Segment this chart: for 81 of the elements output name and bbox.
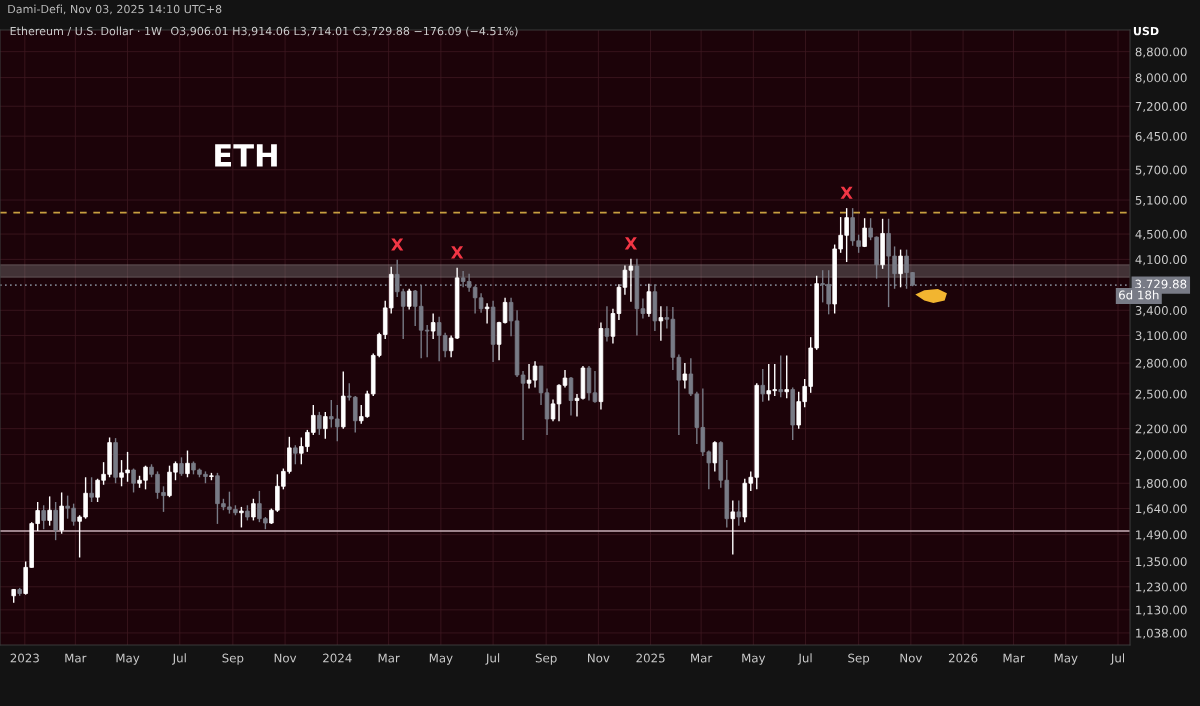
y-tick-label: 1,490.00 — [1136, 530, 1187, 541]
x-tick-label: 2023 — [10, 653, 39, 663]
candlestick — [784, 354, 789, 399]
candlestick — [730, 499, 736, 556]
candlestick — [406, 288, 412, 311]
candlestick — [568, 376, 574, 417]
candlestick — [251, 498, 256, 522]
y-tick-label: 7,200.00 — [1135, 101, 1187, 113]
y-tick-label: 4,100.00 — [1135, 255, 1187, 266]
x-tick-label: 2026 — [948, 653, 978, 663]
x-tick-label: Mar — [1003, 653, 1025, 663]
y-tick-label: 1,350.00 — [1136, 557, 1187, 568]
y-tick-label: 5,700.00 — [1135, 165, 1187, 176]
candlestick — [736, 499, 742, 527]
candlestick — [682, 362, 688, 390]
annotation: O3,906.01 H3,914.06 L3,714.01 C3,729.88 −176.09 (−4.51%) — [171, 26, 518, 37]
candlestick — [53, 501, 58, 541]
candlestick — [604, 305, 610, 343]
y-tick-label: 1,640.00 — [1136, 504, 1187, 515]
y-tick-label: 8,800.00 — [1135, 47, 1187, 58]
annotation: X — [624, 237, 638, 250]
candlestick — [47, 495, 52, 527]
candlestick — [898, 248, 903, 288]
candlestick — [778, 354, 783, 398]
y-tick-label: 6,450.00 — [1135, 131, 1187, 143]
candlestick — [179, 456, 184, 477]
x-tick-label: Mar — [691, 653, 713, 663]
candlestick — [484, 302, 490, 325]
annotation: ETH — [215, 144, 277, 167]
y-tick-label: 3,100.00 — [1135, 331, 1187, 342]
candlestick — [862, 217, 867, 248]
candlestick — [760, 368, 766, 403]
chart-title: Ethereum / U.S. Dollar · 1W — [10, 26, 162, 37]
x-tick-label: Mar — [378, 653, 400, 663]
x-tick-label: Jul — [1110, 653, 1125, 665]
x-tick-label: Sep — [222, 653, 244, 665]
y-tick-label: 2,500.00 — [1135, 389, 1187, 400]
candlestick — [41, 504, 46, 530]
y-tick-label: 1,800.00 — [1136, 478, 1187, 490]
y-tick-label: 3,400.00 — [1135, 306, 1187, 317]
annotation: 6d 18h — [1118, 290, 1159, 300]
candlestick — [185, 449, 190, 478]
candlestick — [317, 411, 322, 436]
x-tick-label: Nov — [274, 653, 297, 663]
x-tick-label: May — [429, 653, 453, 665]
y-tick-label: 1,130.00 — [1136, 605, 1187, 616]
x-tick-label: Jul — [172, 653, 186, 665]
candlestick — [646, 282, 652, 318]
candlestick — [293, 444, 298, 465]
x-tick-label: Jul — [797, 653, 812, 665]
ref-line-label: 3,729.88 — [1135, 279, 1187, 290]
annotation: X — [391, 238, 404, 251]
x-tick-label: May — [742, 653, 766, 665]
candlestick — [712, 440, 718, 473]
x-tick-label: Sep — [848, 653, 870, 665]
x-tick-label: Jul — [485, 653, 500, 665]
x-tick-label: Mar — [65, 653, 87, 663]
y-tick-label: 1,038.00 — [1136, 628, 1187, 639]
y-tick-label: 5,100.00 — [1135, 195, 1187, 206]
candlestick — [658, 305, 664, 342]
text: Dami-Defi, Nov 03, 2025 14:10 UTC+8 — [8, 4, 222, 15]
x-tick-label: Sep — [535, 653, 557, 665]
y-tick-label: 8,000.00 — [1135, 73, 1187, 84]
y-tick-label: 1,230.00 — [1136, 582, 1187, 593]
x-tick-label: May — [116, 653, 140, 665]
annotation: X — [451, 246, 464, 259]
y-tick-label: 2,000.00 — [1135, 450, 1187, 461]
x-tick-label: 2025 — [636, 653, 665, 663]
candlestick — [430, 312, 436, 340]
y-axis-title: USD — [1133, 26, 1159, 36]
x-tick-label: May — [1054, 653, 1078, 665]
candlestick — [239, 506, 244, 529]
y-tick-label: 2,800.00 — [1135, 358, 1187, 369]
candlestick — [89, 476, 94, 503]
x-tick-label: Nov — [900, 653, 923, 663]
x-tick-label: Nov — [588, 653, 610, 663]
x-tick-label: 2024 — [323, 653, 352, 663]
y-tick-label: 4,500.00 — [1135, 229, 1187, 240]
candlestick — [323, 411, 328, 440]
y-tick-label: 2,200.00 — [1135, 424, 1187, 435]
annotation: X — [840, 186, 853, 199]
